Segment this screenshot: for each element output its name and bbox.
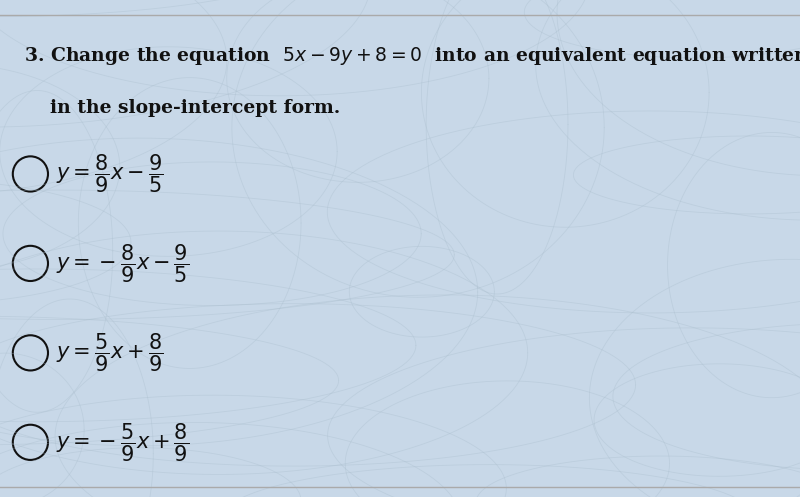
Text: $y = \dfrac{8}{9}x - \dfrac{9}{5}$: $y = \dfrac{8}{9}x - \dfrac{9}{5}$	[56, 153, 164, 195]
Text: $y = \dfrac{5}{9}x + \dfrac{8}{9}$: $y = \dfrac{5}{9}x + \dfrac{8}{9}$	[56, 331, 164, 374]
Text: in the slope-intercept form.: in the slope-intercept form.	[24, 99, 340, 117]
Text: 3. Change the equation  $5x - 9y + 8 = 0$  into an equivalent equation written: 3. Change the equation $5x - 9y + 8 = 0$…	[24, 45, 800, 67]
Text: $y = -\dfrac{8}{9}x - \dfrac{9}{5}$: $y = -\dfrac{8}{9}x - \dfrac{9}{5}$	[56, 242, 190, 285]
Text: $y = -\dfrac{5}{9}x + \dfrac{8}{9}$: $y = -\dfrac{5}{9}x + \dfrac{8}{9}$	[56, 421, 190, 464]
